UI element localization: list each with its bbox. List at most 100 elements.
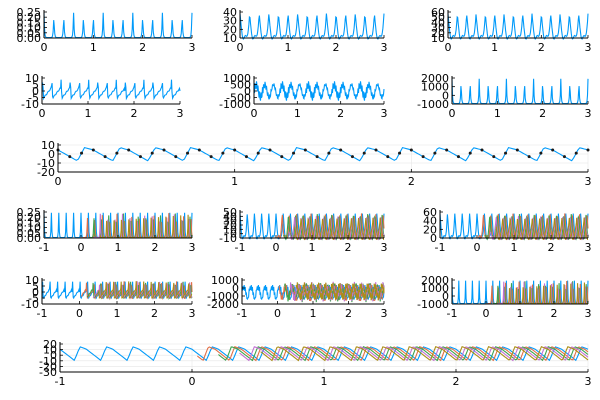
y-tick-label: 0.20 [17, 211, 42, 224]
x-tick-label: 3 [585, 107, 592, 120]
data-point-marker [539, 151, 543, 155]
data-point-marker [280, 155, 284, 159]
x-tick-label: -1 [235, 241, 246, 254]
data-point-marker [362, 151, 366, 155]
x-tick-label: 2 [551, 307, 558, 320]
y-tick-label: 1000 [421, 282, 449, 295]
series-line-1 [43, 12, 193, 39]
y-tick-label: 5 [32, 280, 39, 293]
x-tick-label: 1 [309, 241, 316, 254]
y-tick-label: -10 [219, 232, 237, 245]
x-tick-label: 2 [408, 175, 415, 188]
y-tick-label: 40 [223, 6, 237, 19]
data-point-marker [339, 148, 343, 152]
y-tick-label: -20 [37, 166, 55, 179]
series-line-4 [239, 345, 589, 362]
y-tick-label: 1000 [223, 72, 251, 85]
series-line-1 [239, 13, 385, 40]
x-tick-label: 0 [237, 41, 244, 54]
y-tick-label: 0 [232, 282, 239, 295]
y-tick-label: 0 [32, 85, 39, 98]
x-tick-label: 1 [491, 41, 498, 54]
y-tick-label: -10 [21, 298, 39, 311]
y-tick-label: -5 [28, 292, 39, 305]
x-tick-label: 3 [381, 41, 388, 54]
x-tick-label: 1 [511, 241, 518, 254]
y-tick-label: 30 [431, 22, 445, 35]
y-tick-label: 0.15 [17, 216, 42, 229]
x-tick-label: 2 [539, 107, 546, 120]
y-tick-label: 0.20 [17, 11, 42, 24]
y-tick-label: 2000 [421, 72, 449, 85]
x-tick-label: 3 [189, 241, 196, 254]
series-line-1 [57, 146, 589, 162]
x-tick-label: 3 [381, 241, 388, 254]
x-tick-label: 2 [453, 375, 460, 388]
data-point-marker [586, 148, 590, 152]
data-point-marker [374, 148, 378, 152]
x-tick-label: 2 [548, 241, 555, 254]
data-point-marker [268, 148, 272, 152]
x-tick-label: -1 [39, 241, 50, 254]
y-tick-label: -30 [39, 366, 57, 379]
y-tick-label: 0.00 [17, 232, 42, 245]
y-tick-label: 0.05 [17, 227, 42, 240]
data-point-marker [91, 148, 95, 152]
y-tick-label: -10 [37, 157, 55, 170]
x-tick-label: 3 [381, 107, 388, 120]
x-tick-label: 0 [78, 241, 85, 254]
y-tick-label: 0 [442, 290, 449, 303]
y-tick-label: 0 [244, 85, 251, 98]
y-tick-label: 2000 [421, 274, 449, 287]
y-tick-label: 40 [431, 16, 445, 29]
x-tick-label: 1 [294, 107, 301, 120]
y-tick-label: 0.25 [17, 6, 42, 19]
y-tick-label: 0.15 [17, 16, 42, 29]
y-tick-label: 1000 [421, 81, 449, 94]
series-line-5 [294, 217, 385, 241]
data-point-marker [244, 155, 248, 159]
y-tick-label: 20 [43, 338, 57, 351]
series-line-3 [218, 346, 589, 362]
y-tick-label: 0.25 [17, 206, 42, 219]
y-tick-label: 20 [431, 27, 445, 40]
x-tick-label: 3 [381, 307, 388, 320]
y-tick-label: 50 [223, 206, 237, 219]
x-tick-label: 0 [449, 107, 456, 120]
y-tick-label: 20 [423, 223, 437, 236]
data-point-marker [409, 148, 413, 152]
y-tick-label: -1000 [207, 290, 239, 303]
y-tick-label: 0.05 [17, 27, 42, 40]
x-tick-label: 2 [139, 41, 146, 54]
y-tick-label: 10 [25, 72, 39, 85]
x-tick-label: 2 [333, 41, 340, 54]
subplot-r4c1: 0.000.050.100.150.200.25 -1 0 1 2 3 [17, 206, 196, 254]
y-tick-label: -2000 [207, 298, 239, 311]
x-tick-label: 1 [310, 307, 317, 320]
y-tick-label: 10 [431, 32, 445, 45]
y-tick-label: 500 [230, 79, 251, 92]
y-tick-label: 0 [442, 89, 449, 102]
y-tick-label: 0.00 [17, 32, 42, 45]
y-tick-label: 20 [223, 219, 237, 232]
data-point-marker [492, 155, 496, 159]
subplot-r1c1: 0.000.050.100.150.200.25 0 1 2 3 [17, 6, 196, 54]
y-tick-label: 10 [43, 344, 57, 357]
series-line-5 [495, 217, 589, 241]
y-tick-label: -10 [21, 98, 39, 111]
series-line-1 [447, 13, 589, 40]
y-tick-label: -20 [39, 360, 57, 373]
x-tick-label: 2 [151, 307, 158, 320]
data-point-marker [292, 151, 296, 155]
series-line-5 [98, 281, 193, 299]
x-tick-label: 0 [273, 241, 280, 254]
x-tick-label: 0 [483, 307, 490, 320]
